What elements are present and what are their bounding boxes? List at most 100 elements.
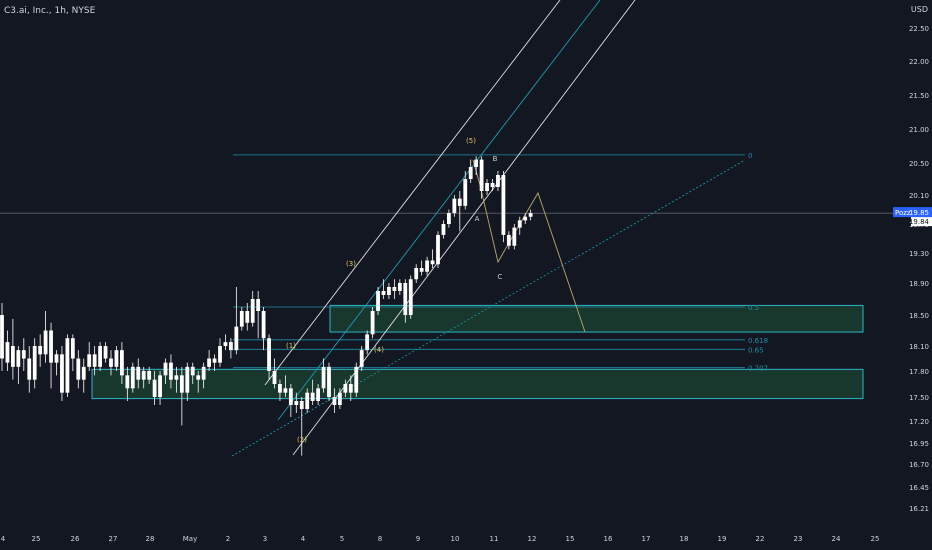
x-tick-label: 25 [871, 535, 880, 543]
candle-body [517, 220, 522, 228]
candle-body [114, 350, 119, 367]
x-tick-label: 5 [340, 535, 344, 543]
candle-body [147, 371, 152, 380]
symbol-title: C3.ai, Inc., 1h, NYSE [4, 6, 96, 16]
candle-body [506, 234, 511, 246]
candle-body [120, 350, 124, 376]
candle-body [60, 354, 64, 393]
candle-body [283, 388, 288, 393]
candle-body [21, 350, 26, 359]
candle-body [376, 291, 380, 311]
candle-body [16, 350, 21, 367]
price-tag-bg [893, 207, 932, 218]
candle-body [185, 366, 190, 393]
y-tick-label: 20.10 [909, 192, 929, 200]
candle-body [430, 260, 435, 265]
candle-body [103, 346, 108, 359]
y-tick-label: 18.90 [909, 280, 929, 288]
y-tick-label: 19.30 [909, 250, 929, 258]
fib-level-label: 0.618 [748, 337, 768, 345]
candle-body [278, 384, 282, 393]
x-tick-label: 4 [1, 535, 6, 543]
elliott-wave-label: (2) [297, 436, 307, 444]
candle-body [179, 375, 184, 393]
candle-body [201, 366, 206, 380]
y-tick-label: 18.10 [909, 343, 929, 351]
price-tag-value: 19.85 [909, 209, 929, 217]
candle-body [288, 388, 293, 405]
candle-body [299, 401, 304, 409]
x-tick-label: 8 [378, 535, 382, 543]
fib-level-label: 0.5 [748, 304, 759, 312]
candle-body [70, 338, 75, 359]
candle-body [528, 213, 533, 217]
x-tick-label: 12 [528, 535, 537, 543]
candle-body [485, 183, 489, 191]
y-tick-label: 22.00 [909, 58, 929, 66]
candle-body [272, 371, 277, 384]
candle-body [136, 366, 141, 380]
candle-body [130, 366, 135, 389]
candle-body [0, 315, 4, 359]
candle-body [32, 346, 37, 380]
x-tick-label: 3 [263, 535, 267, 543]
candle-body [43, 330, 48, 355]
candle-body [27, 358, 32, 380]
elliott-wave-label: (3) [346, 260, 356, 268]
candle-body [158, 375, 162, 397]
price-tag2-bg [911, 217, 932, 227]
channel-mid-line [277, 0, 601, 421]
candle-body [109, 358, 113, 367]
y-tick-label: 20.50 [909, 160, 929, 168]
candle-body [92, 354, 97, 367]
candle-body [479, 159, 484, 191]
correction-wave-label: A [475, 215, 480, 223]
candle-body [81, 366, 86, 380]
candle-body [348, 384, 353, 393]
candle-body [305, 392, 310, 409]
candle-body [152, 379, 157, 397]
candle-body [76, 358, 81, 380]
candle-body [196, 375, 201, 380]
elliott-wave-label: (5) [466, 137, 476, 145]
candle-body [218, 346, 222, 363]
candle-body [229, 342, 233, 351]
currency-label: USD [910, 5, 928, 14]
trendline-dotted [231, 159, 746, 457]
candle-body [174, 375, 179, 380]
x-tick-label: 11 [490, 535, 499, 543]
candle-body [256, 299, 261, 311]
x-tick-label: May [183, 535, 197, 543]
fib-level-label: 0 [748, 152, 752, 160]
demand-zone [91, 368, 864, 400]
candle-body [223, 342, 228, 346]
candle-body [365, 334, 370, 351]
demand-zone [329, 304, 864, 333]
candle-body [207, 358, 211, 367]
y-tick-label: 16.95 [909, 440, 929, 448]
price-tag-label: Pozz [895, 209, 911, 217]
candle-body [436, 234, 440, 265]
x-tick-label: 16 [604, 535, 613, 543]
candle-body [381, 291, 386, 295]
candle-body [338, 392, 342, 405]
candle-body [239, 311, 244, 327]
x-tick-label: 17 [642, 535, 651, 543]
candle-body [392, 287, 397, 291]
x-tick-label: 28 [146, 535, 155, 543]
candle-body [441, 224, 446, 235]
candle-body [343, 384, 348, 393]
candle-body [419, 268, 424, 272]
candle-body [408, 279, 413, 315]
candle-body [321, 366, 326, 389]
candle-body [501, 175, 506, 235]
candle-body [54, 354, 59, 363]
y-tick-label: 21.50 [909, 92, 929, 100]
x-tick-label: 15 [566, 535, 575, 543]
candle-body [523, 216, 528, 221]
candle-body [403, 283, 408, 315]
x-tick-label: 2 [226, 535, 230, 543]
candle-body [65, 338, 70, 393]
candle-body [245, 311, 250, 323]
